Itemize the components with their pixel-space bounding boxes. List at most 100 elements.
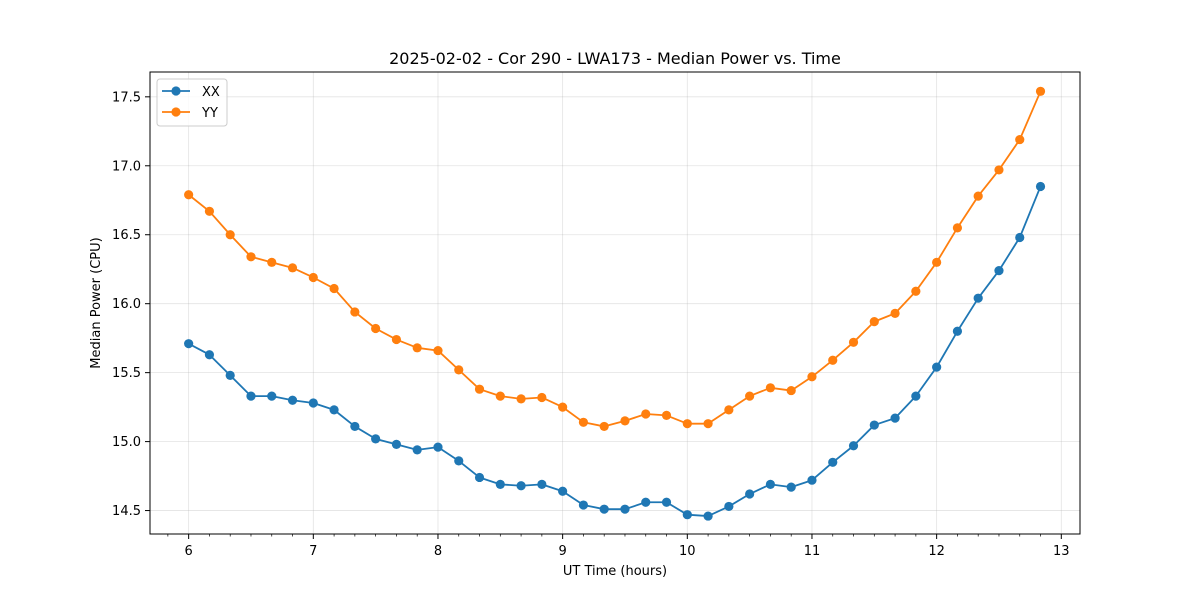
data-point-xx (412, 445, 422, 455)
y-tick-label: 16.5 (112, 228, 141, 243)
data-point-xx (433, 442, 443, 452)
data-point-yy (848, 337, 859, 347)
data-point-yy (952, 223, 963, 233)
y-tick-label: 16.0 (112, 297, 141, 312)
y-tick-label: 17.5 (112, 90, 141, 105)
data-point-xx (454, 456, 464, 466)
data-point-yy (703, 419, 713, 429)
data-point-yy (661, 410, 672, 420)
data-point-yy (724, 405, 734, 415)
y-tick-label: 15.5 (112, 366, 141, 381)
data-point-xx (246, 391, 256, 401)
data-point-xx (267, 391, 277, 401)
data-point-yy (932, 257, 942, 267)
data-point-yy (495, 391, 505, 401)
data-point-yy (973, 191, 983, 201)
data-point-yy (869, 317, 879, 327)
legend-label-yy: YY (201, 106, 218, 121)
data-point-xx (661, 497, 672, 507)
data-point-xx (973, 293, 983, 303)
data-point-yy (287, 263, 298, 273)
data-point-xx (599, 504, 609, 514)
data-point-yy (391, 334, 402, 345)
data-point-xx (932, 362, 942, 372)
data-point-xx (495, 479, 505, 489)
data-point-yy (516, 394, 526, 404)
data-point-xx (620, 504, 630, 514)
data-point-xx (890, 413, 900, 423)
data-point-yy (184, 190, 194, 200)
data-point-yy (578, 417, 589, 427)
data-point-xx (682, 510, 692, 520)
data-point-yy (329, 283, 339, 294)
data-point-yy (911, 286, 921, 296)
legend-marker-xx (171, 86, 181, 96)
data-point-yy (641, 409, 651, 419)
data-point-xx (724, 501, 734, 512)
x-tick-label: 7 (309, 544, 317, 559)
data-point-xx (786, 482, 796, 492)
data-point-xx (329, 405, 339, 415)
data-point-yy (371, 323, 381, 334)
data-point-xx (703, 511, 713, 521)
y-tick-label: 15.0 (112, 435, 141, 450)
axes: 6 7 8 9 10 11 12 13 14.5 15.0 15.5 16.0 16.5 17.0 17.5 (112, 90, 1070, 559)
data-point-xx (474, 472, 485, 483)
data-point-xx (287, 395, 298, 405)
x-tick-label: 10 (679, 544, 696, 559)
data-point-xx (765, 479, 776, 489)
data-point-yy (765, 383, 776, 393)
data-point-xx (745, 489, 755, 499)
data-point-xx (558, 486, 568, 496)
data-point-yy (745, 391, 755, 401)
data-point-yy (267, 257, 277, 267)
data-point-yy (225, 230, 235, 240)
y-tick-label: 14.5 (112, 504, 141, 519)
data-point-xx (350, 421, 360, 432)
data-point-xx (371, 434, 381, 444)
data-point-yy (1015, 134, 1025, 145)
plot-frame (149, 71, 1081, 535)
data-point-xx (537, 479, 547, 489)
data-point-xx (184, 339, 194, 349)
data-point-xx (911, 391, 921, 401)
data-point-xx (391, 439, 402, 449)
data-point-yy (682, 419, 692, 429)
x-tick-label: 9 (559, 544, 567, 559)
data-point-yy (558, 402, 568, 412)
data-point-yy (454, 365, 464, 375)
data-point-yy (537, 392, 547, 403)
data-point-yy (807, 372, 817, 382)
series-yy (184, 86, 1046, 432)
data-point-xx (516, 481, 526, 491)
data-point-xx (204, 350, 215, 360)
legend: XX YY (156, 78, 228, 127)
series-layer (184, 86, 1046, 521)
legend-marker-yy (171, 107, 181, 117)
data-point-yy (828, 355, 838, 365)
data-point-xx (952, 326, 963, 336)
data-point-xx (641, 497, 651, 507)
data-point-yy (412, 343, 422, 353)
data-point-yy (474, 384, 485, 394)
gridlines (150, 72, 1080, 534)
data-point-yy (246, 252, 256, 262)
data-point-yy (433, 345, 443, 356)
x-tick-label: 6 (185, 544, 193, 559)
data-point-xx (807, 475, 817, 485)
data-point-yy (204, 206, 215, 216)
data-point-xx (1015, 232, 1025, 243)
data-point-yy (994, 165, 1004, 175)
x-tick-label: 11 (804, 544, 821, 559)
data-point-xx (869, 420, 879, 430)
data-point-yy (620, 416, 630, 426)
y-tick-label: 17.0 (112, 159, 141, 174)
data-point-xx (578, 500, 589, 510)
series-xx (184, 181, 1046, 521)
data-point-yy (308, 272, 318, 283)
data-point-yy (350, 307, 360, 317)
x-tick-label: 12 (928, 544, 945, 559)
data-point-xx (848, 441, 859, 451)
